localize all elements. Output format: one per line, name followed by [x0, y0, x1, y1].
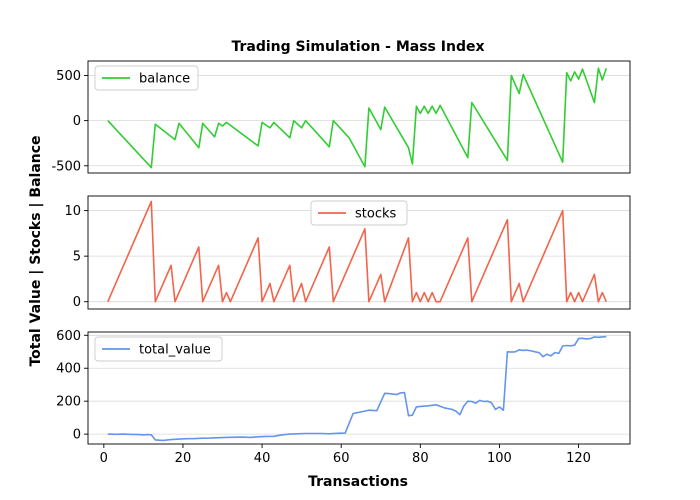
- y-axis-label: Total Value | Stocks | Balance: [28, 135, 44, 366]
- x-tick-label: 20: [175, 451, 192, 466]
- x-tick-label: 100: [487, 451, 512, 466]
- legend-box: [94, 65, 199, 91]
- panel-total_value: 0 200 400 600 0 20 40 60 80 100 120 total_value: [56, 329, 631, 466]
- y-tick-label: 200: [56, 395, 81, 410]
- chart-title: Trading Simulation - Mass Index: [231, 39, 484, 55]
- legend: stocks: [310, 200, 408, 226]
- y-tick-label: 400: [56, 362, 81, 377]
- stocks-line: [107, 200, 608, 303]
- y-tick-label: 0: [73, 114, 81, 129]
- legend-box: [94, 336, 223, 362]
- legend: total_value: [94, 336, 223, 362]
- x-axis-label: Transactions: [308, 474, 408, 490]
- x-tick-label: 40: [254, 451, 271, 466]
- axes-frame: [87, 331, 631, 445]
- y-tick-label: 0: [73, 428, 81, 443]
- y-tick-label: 10: [64, 204, 81, 219]
- axes-frame: [87, 60, 631, 174]
- legend-label: stocks: [355, 207, 396, 222]
- panel-stocks: 0 5 10 stocks: [64, 195, 631, 310]
- x-tick-label: 80: [412, 451, 429, 466]
- legend-label: balance: [139, 72, 190, 87]
- legend-label: total_value: [139, 343, 211, 358]
- x-tick-label: 0: [100, 451, 108, 466]
- y-tick-label: 0: [73, 295, 81, 310]
- total_value-line: [107, 335, 607, 442]
- chart-panels: -500 0 500 balance 0 5 10 stocks 0 200 400 600 0 20 40…: [51, 60, 631, 466]
- panel-balance: -500 0 500 balance: [51, 60, 631, 174]
- y-tick-label: 5: [73, 250, 81, 265]
- x-tick-label: 60: [333, 451, 350, 466]
- balance-line: [107, 67, 608, 169]
- y-tick-label: 600: [56, 329, 81, 344]
- y-tick-label: 500: [56, 69, 81, 84]
- y-tick-label: -500: [51, 159, 81, 174]
- x-tick-label: 120: [566, 451, 591, 466]
- legend: balance: [94, 65, 199, 91]
- legend-box: [310, 200, 408, 226]
- axes-frame: [87, 195, 631, 310]
